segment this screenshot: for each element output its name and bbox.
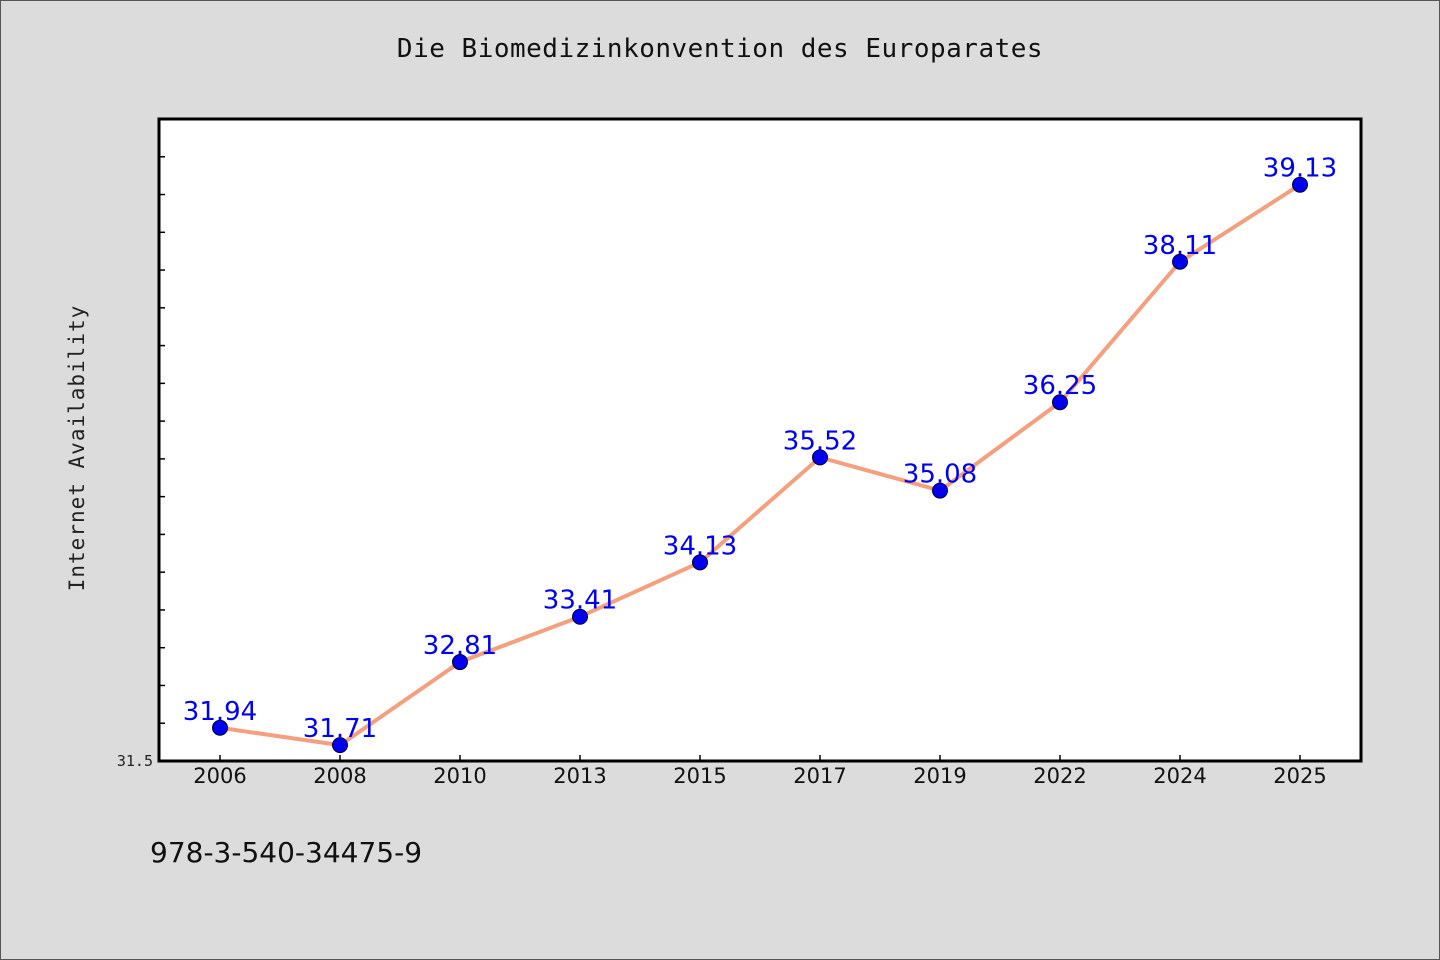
series-line (218, 182, 1302, 748)
data-points: 31.9431.7132.8133.4134.1335.5235.0836.25… (183, 154, 1337, 754)
data-point-2010 (452, 654, 468, 671)
data-point-2025 (1292, 176, 1308, 193)
isbn-footnote: 978-3-540-34475-9 (150, 836, 423, 869)
x-tick-label-2008: 2008 (313, 764, 366, 788)
data-point-2006 (212, 719, 228, 736)
data-point-2022 (1052, 394, 1068, 411)
x-tick-label-2017: 2017 (793, 764, 846, 788)
chart-title: Die Biomedizinkonvention des Europarates (396, 34, 1044, 64)
x-tick-label-2022: 2022 (1033, 764, 1086, 788)
data-point-2015 (692, 554, 708, 571)
data-point-2008 (332, 737, 348, 754)
data-point-2024 (1172, 253, 1188, 270)
data-point-2013 (572, 608, 588, 625)
x-tick-label-2025: 2025 (1273, 764, 1326, 788)
x-tick-label-2010: 2010 (433, 764, 486, 788)
x-tick-label-2013: 2013 (553, 764, 606, 788)
data-point-2019 (932, 482, 948, 499)
x-axis-tick-labels: 2006 2008 2010 2013 2015 2017 2019 2022 2024 2025 (193, 755, 1327, 788)
plot-border (157, 117, 1363, 763)
x-tick-label-2015: 2015 (673, 764, 726, 788)
data-point-2017 (812, 449, 828, 466)
x-tick-label-2006: 2006 (193, 764, 246, 788)
x-tick-label-2024: 2024 (1153, 764, 1206, 788)
plot-area (159, 119, 1361, 761)
y-tick-label: 31.5 (117, 752, 153, 770)
x-tick-label-2019: 2019 (913, 764, 966, 788)
